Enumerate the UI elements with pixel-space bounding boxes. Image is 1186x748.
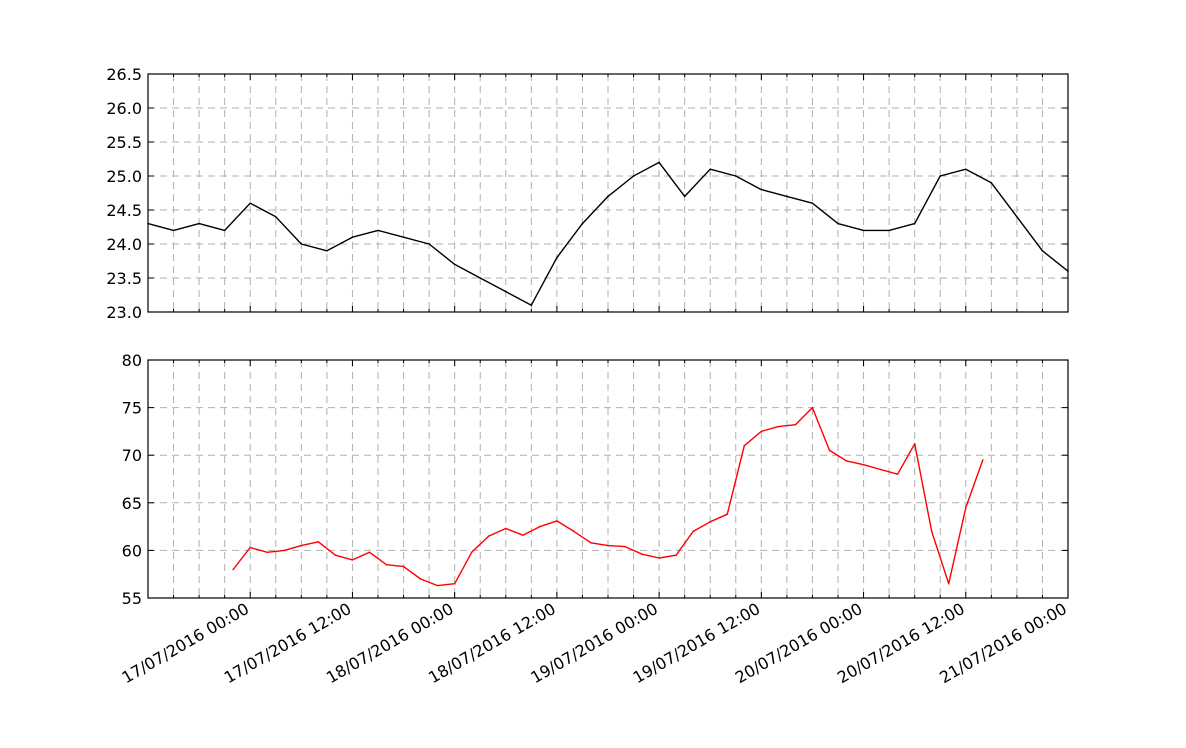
- y-tick-label: 24.5: [106, 201, 142, 220]
- data-point: [726, 513, 729, 516]
- data-point: [232, 568, 234, 571]
- data-point: [786, 195, 788, 198]
- data-point: [675, 554, 677, 556]
- data-point: [1016, 216, 1018, 218]
- data-point: [479, 277, 482, 279]
- y-tick-label: 65: [122, 494, 142, 513]
- data-point: [590, 541, 592, 544]
- data-point: [743, 444, 746, 447]
- data-point: [428, 243, 430, 245]
- y-tick-label: 80: [122, 351, 142, 370]
- y-tick-label: 55: [122, 589, 142, 608]
- data-point: [402, 565, 405, 568]
- data-point: [709, 521, 712, 523]
- data-point: [581, 222, 584, 225]
- data-point: [453, 582, 456, 585]
- data-point: [266, 551, 269, 554]
- data-point: [641, 553, 643, 556]
- data-point: [419, 578, 422, 580]
- data-point: [879, 468, 882, 471]
- data-point: [624, 545, 626, 548]
- data-point: [692, 530, 694, 533]
- data-point: [351, 236, 354, 238]
- data-point: [556, 520, 558, 522]
- data-point: [522, 534, 524, 536]
- data-point: [811, 406, 814, 409]
- data-point: [436, 584, 439, 587]
- data-point: [607, 195, 609, 198]
- data-point: [734, 175, 737, 177]
- y-tick-label: 75: [122, 399, 142, 418]
- data-point: [334, 554, 337, 556]
- data-point: [223, 229, 226, 232]
- data-point: [377, 229, 379, 232]
- y-tick-label: 25.5: [106, 133, 142, 152]
- data-point: [351, 559, 354, 561]
- data-point: [504, 527, 507, 530]
- data-point: [930, 530, 933, 533]
- data-point: [939, 175, 942, 177]
- data-point: [845, 460, 848, 462]
- data-point: [573, 530, 575, 533]
- data-point: [896, 473, 899, 476]
- data-point: [504, 290, 507, 293]
- data-point: [607, 544, 609, 547]
- data-point: [862, 463, 865, 466]
- y-tick-label: 25.0: [106, 167, 142, 186]
- data-point: [888, 229, 890, 232]
- data-point: [470, 551, 473, 554]
- data-point: [811, 202, 814, 204]
- data-point: [402, 236, 405, 238]
- data-point: [760, 188, 763, 191]
- data-point: [1041, 250, 1044, 252]
- data-point: [385, 563, 388, 566]
- data-point: [453, 263, 456, 266]
- data-point: [172, 229, 175, 232]
- data-point: [964, 168, 967, 170]
- data-point: [947, 582, 950, 585]
- data-point: [658, 161, 660, 164]
- data-point: [300, 243, 303, 245]
- data-point: [990, 182, 993, 184]
- data-point: [777, 425, 780, 428]
- data-point: [760, 430, 763, 433]
- y-tick-label: 60: [122, 541, 142, 560]
- data-point: [982, 459, 984, 461]
- y-tick-label: 26.5: [106, 65, 142, 84]
- y-tick-label: 23.5: [106, 269, 142, 288]
- data-point: [539, 525, 541, 528]
- data-point: [632, 175, 635, 177]
- data-point: [794, 423, 797, 426]
- data-point: [249, 546, 252, 549]
- data-point: [317, 541, 320, 543]
- data-point: [683, 195, 686, 198]
- data-point: [556, 256, 558, 259]
- y-tick-label: 70: [122, 446, 142, 465]
- y-tick-label: 23.0: [106, 303, 142, 322]
- temperature-panel: 23.0 23.5 24.0 24.5 25.0 25.5 26.0 26.5: [106, 65, 1069, 322]
- plot-frame: [147, 359, 1069, 599]
- data-point: [709, 168, 712, 170]
- y-tick-label: 26.0: [106, 99, 142, 118]
- plot-frame: [147, 73, 1069, 313]
- data-point: [274, 216, 277, 218]
- data-point: [283, 549, 286, 552]
- data-point: [368, 551, 371, 554]
- data-point: [300, 544, 303, 547]
- data-point: [326, 250, 328, 252]
- data-point: [828, 449, 831, 452]
- data-point: [837, 222, 839, 225]
- data-point: [913, 222, 916, 225]
- data-point: [198, 222, 200, 225]
- data-point: [487, 535, 490, 537]
- data-point: [530, 304, 533, 307]
- data-point: [862, 229, 865, 232]
- data-point: [249, 202, 252, 204]
- data-point: [913, 442, 916, 445]
- data-point: [964, 506, 967, 509]
- data-point: [658, 557, 660, 559]
- y-tick-label: 24.0: [106, 235, 142, 254]
